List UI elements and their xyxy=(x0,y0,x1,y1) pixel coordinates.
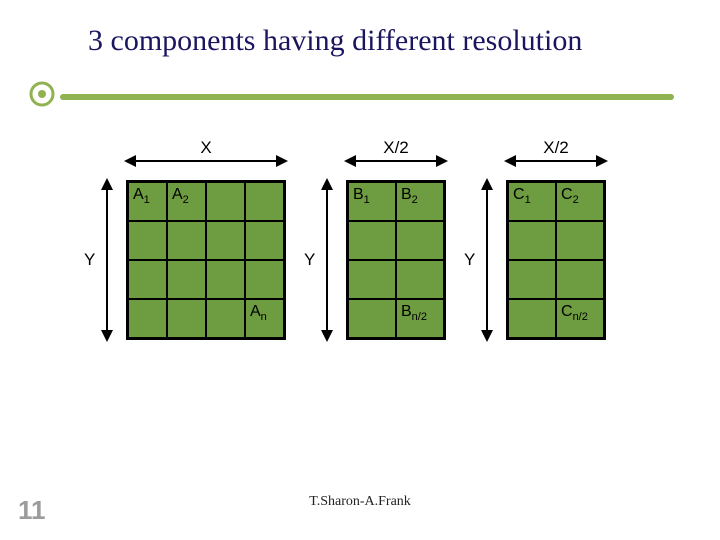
grid-b: B1 B2 Bn/2 xyxy=(346,180,446,340)
slide-number: 11 xyxy=(18,495,46,526)
grid-cell xyxy=(508,260,556,299)
grid-cell: C2 xyxy=(556,182,604,221)
grid-a: A1 A2 An xyxy=(126,180,286,340)
y-arrow-a: Y xyxy=(106,180,108,340)
grid-cell xyxy=(245,182,284,221)
grid-cell: B2 xyxy=(396,182,444,221)
grid-cell: An xyxy=(245,299,284,338)
cell-label: Cn/2 xyxy=(561,304,588,323)
title-rule xyxy=(28,80,678,108)
grid-c: C1 C2 Cn/2 xyxy=(506,180,606,340)
grid-cell xyxy=(348,221,396,260)
cell-label: C2 xyxy=(561,187,579,206)
y-label-c: Y xyxy=(464,250,475,270)
cell-label: B2 xyxy=(401,187,418,206)
grid-cell xyxy=(556,260,604,299)
rule-line xyxy=(60,94,674,100)
diagram-stage: A1 A2 An B1 B2 Bn/2 C1 C2 Cn/2 X X/2 X/2 Y Y Y xyxy=(86,150,646,400)
grid-cell xyxy=(245,221,284,260)
y-arrow-c: Y xyxy=(486,180,488,340)
x-label-b: X/2 xyxy=(383,138,409,158)
cell-label: A1 xyxy=(133,187,150,206)
x-label-a: X xyxy=(200,138,211,158)
cell-label: An xyxy=(250,304,267,323)
grid-cell: A2 xyxy=(167,182,206,221)
grid-cell xyxy=(556,221,604,260)
grid-cell xyxy=(128,260,167,299)
y-label-b: Y xyxy=(304,250,315,270)
grid-cell xyxy=(206,260,245,299)
grid-cell xyxy=(396,260,444,299)
grid-cell: A1 xyxy=(128,182,167,221)
x-arrow-c: X/2 xyxy=(506,160,606,162)
cell-label: A2 xyxy=(172,187,189,206)
x-arrow-b: X/2 xyxy=(346,160,446,162)
cell-label: Bn/2 xyxy=(401,304,427,323)
grid-cell xyxy=(348,260,396,299)
x-arrow-a: X xyxy=(126,160,286,162)
cell-label: C1 xyxy=(513,187,531,206)
grid-cell xyxy=(396,221,444,260)
page-title: 3 components having different resolution xyxy=(88,24,582,58)
grid-cell xyxy=(206,299,245,338)
cell-label: B1 xyxy=(353,187,370,206)
grid-cell xyxy=(206,182,245,221)
y-label-a: Y xyxy=(84,250,95,270)
bullet-icon xyxy=(28,80,56,108)
grid-cell: Cn/2 xyxy=(556,299,604,338)
grid-cell xyxy=(245,260,284,299)
y-arrow-b: Y xyxy=(326,180,328,340)
grid-cell xyxy=(167,221,206,260)
x-label-c: X/2 xyxy=(543,138,569,158)
grid-cell: C1 xyxy=(508,182,556,221)
grid-cell xyxy=(128,299,167,338)
grid-cell xyxy=(167,299,206,338)
grid-cell xyxy=(348,299,396,338)
footer-text: T.Sharon-A.Frank xyxy=(0,494,720,510)
grid-cell xyxy=(167,260,206,299)
grid-cell xyxy=(508,299,556,338)
grid-cell: B1 xyxy=(348,182,396,221)
grid-cell xyxy=(508,221,556,260)
grid-cell xyxy=(128,221,167,260)
grid-cell: Bn/2 xyxy=(396,299,444,338)
grid-cell xyxy=(206,221,245,260)
